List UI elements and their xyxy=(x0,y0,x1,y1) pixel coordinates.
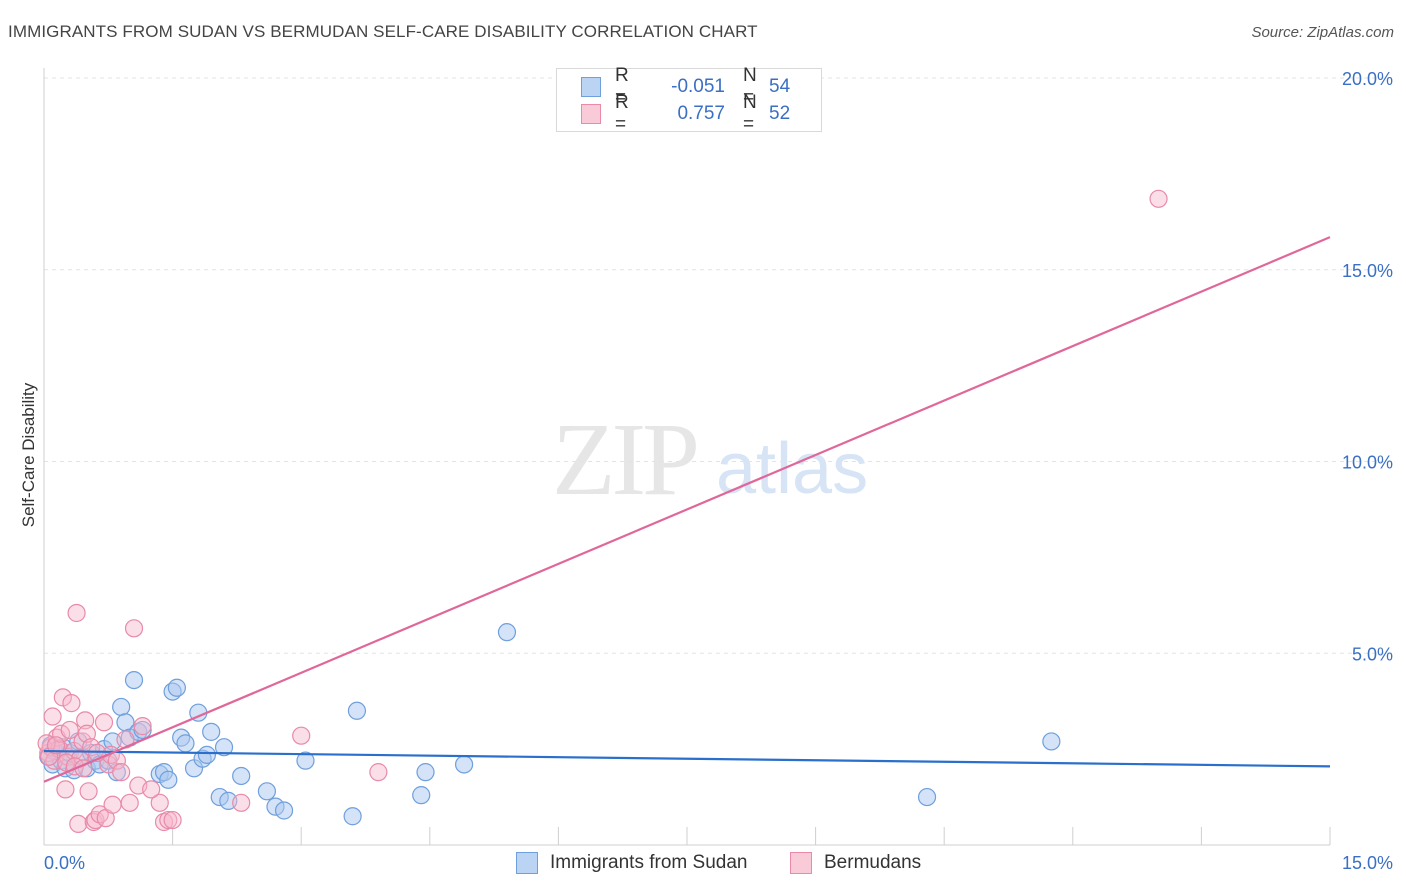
data-point-bermudans xyxy=(76,711,95,730)
data-point-bermudans xyxy=(103,795,122,814)
bottom-swatch-blue xyxy=(516,852,538,874)
correlation-legend: R = -0.051 N = 54 R = 0.757 N = 52 xyxy=(556,65,822,135)
legend-row-bermudans: R = 0.757 N = 52 xyxy=(581,92,809,135)
data-point-sudan xyxy=(112,697,131,717)
axes xyxy=(43,68,1331,846)
data-point-bermudans xyxy=(56,780,75,799)
x-tick-label: 15.0% xyxy=(1342,853,1393,873)
data-point-sudan xyxy=(416,763,435,782)
bottom-legend-label-bermudans: Bermudans xyxy=(824,852,922,873)
trend-line-bermudans xyxy=(43,236,1331,783)
legend-swatch-pink xyxy=(581,104,601,124)
data-point-sudan xyxy=(124,670,144,690)
y-tick-label: 10.0% xyxy=(1342,453,1393,473)
gridlines xyxy=(44,77,1394,654)
legend-row-sudan: R = -0.051 N = 54 xyxy=(581,65,809,108)
data-point-bermudans xyxy=(150,793,169,812)
data-point-bermudans xyxy=(46,736,66,755)
bottom-legend-label-sudan: Immigrants from Sudan xyxy=(550,852,748,873)
data-point-bermudans xyxy=(292,726,311,745)
y-tick-label: 15.0% xyxy=(1342,261,1393,281)
series-bermudans-points xyxy=(37,189,1168,834)
legend-r-value: -0.051 xyxy=(671,76,725,97)
data-point-sudan xyxy=(197,745,216,764)
data-point-bermudans xyxy=(43,707,62,726)
trend-line-sudan xyxy=(43,749,1331,768)
data-point-bermudans xyxy=(120,793,139,812)
data-point-sudan xyxy=(214,738,234,757)
legend-swatch-blue xyxy=(581,77,601,97)
data-point-bermudans xyxy=(1149,189,1168,208)
tick-labels: 5.0% 10.0% 15.0% 20.0% 0.0% 15.0% Self-Care Di… xyxy=(19,69,1393,873)
legend-n-label: N = xyxy=(743,65,757,108)
data-point-sudan xyxy=(167,678,186,697)
data-point-bermudans xyxy=(369,763,388,782)
data-point-sudan xyxy=(454,755,474,774)
data-point-bermudans xyxy=(112,763,131,782)
legend-r-value: 0.757 xyxy=(677,103,725,124)
legend-n-value: 52 xyxy=(769,103,791,124)
data-point-bermudans xyxy=(163,810,182,830)
y-tick-label: 5.0% xyxy=(1352,644,1393,664)
data-point-sudan xyxy=(133,720,152,740)
data-point-bermudans xyxy=(40,747,59,766)
data-point-sudan xyxy=(296,751,315,770)
data-point-bermudans xyxy=(232,793,251,812)
data-point-sudan xyxy=(917,787,937,807)
data-point-bermudans xyxy=(133,717,152,736)
legend-n-label: N = xyxy=(743,92,757,135)
data-point-bermudans xyxy=(94,713,114,732)
data-point-sudan xyxy=(159,770,178,789)
bottom-legend-sudan: Immigrants from Sudan xyxy=(516,852,747,874)
legend-n-value: 54 xyxy=(769,76,791,97)
data-point-sudan xyxy=(257,782,277,801)
x-tick-label: 0.0% xyxy=(44,853,85,873)
bottom-swatch-pink xyxy=(790,852,812,874)
bottom-legend-bermudans: Bermudans xyxy=(790,852,921,874)
legend-r-label: R = xyxy=(615,92,629,135)
data-point-bermudans xyxy=(69,814,88,834)
data-point-bermudans xyxy=(159,810,178,830)
legend-r-label: R = xyxy=(615,65,629,108)
y-tick-label: 20.0% xyxy=(1342,69,1393,89)
data-point-sudan xyxy=(176,734,195,753)
trend-lines xyxy=(43,236,1331,783)
data-point-bermudans xyxy=(60,720,79,740)
data-point-bermudans xyxy=(79,782,98,801)
series-sudan-points xyxy=(39,623,1061,826)
data-point-sudan xyxy=(232,766,251,786)
data-point-sudan xyxy=(347,701,367,720)
chart-title: IMMIGRANTS FROM SUDAN VS BERMUDAN SELF-C… xyxy=(8,22,758,41)
data-point-bermudans xyxy=(57,753,76,772)
data-point-sudan xyxy=(497,623,517,642)
y-axis-title: Self-Care Disability xyxy=(19,382,38,527)
data-point-bermudans xyxy=(142,780,161,799)
data-point-sudan xyxy=(202,722,221,741)
data-point-bermudans xyxy=(67,603,86,623)
data-point-bermudans xyxy=(77,724,96,743)
data-point-bermudans xyxy=(52,724,71,743)
data-point-sudan xyxy=(343,807,362,826)
watermark-zip: ZIP xyxy=(552,402,700,517)
data-point-bermudans xyxy=(124,619,144,638)
data-point-sudan xyxy=(412,786,431,805)
data-point-bermudans xyxy=(62,694,81,713)
data-point-sudan xyxy=(1042,732,1061,751)
data-point-sudan xyxy=(274,801,294,820)
source-label: Source: ZipAtlas.com xyxy=(1251,24,1394,41)
